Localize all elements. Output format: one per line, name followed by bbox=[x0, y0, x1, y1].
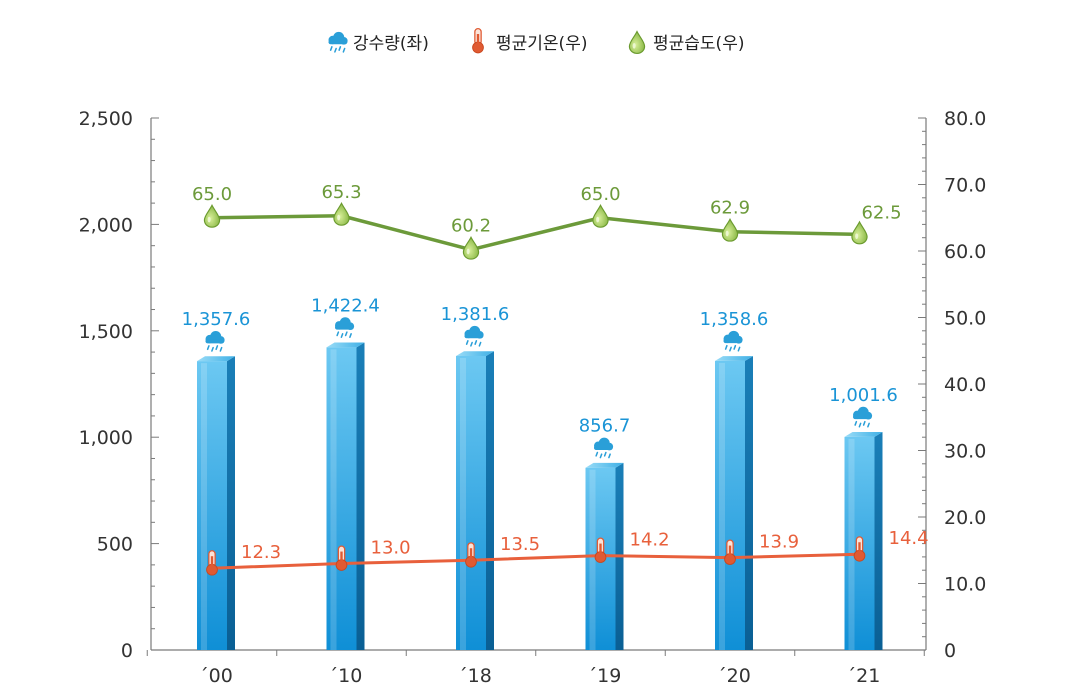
precip-data-label: 1,357.6 bbox=[182, 309, 251, 330]
precip-bar bbox=[844, 432, 883, 650]
humidity-point-drop-icon bbox=[203, 204, 221, 228]
legend-label: 강수량(좌) bbox=[353, 34, 429, 54]
precip-rain-cloud-icon bbox=[723, 330, 743, 352]
temperature-point-thermometer-icon bbox=[724, 539, 736, 565]
precip-rain-cloud-icon bbox=[594, 437, 614, 459]
temperature-point-thermometer-icon bbox=[206, 550, 218, 576]
humidity-point-drop-icon bbox=[592, 204, 609, 228]
data-labels: 1,357.6 1,422.4 1,381.6 856.7 1,358.6 1,001.6… bbox=[182, 182, 929, 563]
temperature-data-label: 12.3 bbox=[241, 542, 281, 563]
water-drop-icon bbox=[628, 30, 646, 54]
right-axis-tick-label: 0 bbox=[944, 640, 956, 662]
x-axis-tick-label: ´18 bbox=[458, 665, 492, 687]
right-axis-tick-label: 50.0 bbox=[944, 308, 986, 330]
left-axis-tick-label: 0 bbox=[121, 640, 133, 662]
legend: 강수량(좌) 평균기온(우) 평균습도(우) bbox=[328, 27, 744, 54]
legend-label: 평균기온(우) bbox=[496, 34, 587, 54]
humidity-point-drop-icon bbox=[851, 220, 868, 245]
humidity-data-label: 65.3 bbox=[321, 182, 361, 203]
temperature-line bbox=[211, 552, 860, 570]
precip-data-label: 1,381.6 bbox=[441, 304, 510, 325]
temperature-data-label: 13.5 bbox=[500, 534, 540, 555]
legend-item-precipitation: 강수량(좌) bbox=[328, 31, 429, 54]
right-axis-tick-label: 20.0 bbox=[944, 507, 986, 529]
precip-bar bbox=[197, 356, 235, 650]
left-axis-tick-label: 2,000 bbox=[79, 214, 133, 236]
temperature-point-thermometer-icon bbox=[594, 537, 607, 563]
temperature-point-thermometer-icon bbox=[465, 542, 477, 568]
precip-data-label: 1,422.4 bbox=[311, 295, 380, 316]
x-axis-tick-label: ´10 bbox=[329, 665, 363, 687]
precip-rain-cloud-icon bbox=[335, 317, 355, 338]
axes: 0 500 1,000 1,500 2,000 2,500 0 10.0 20.0 30.0 40.… bbox=[79, 108, 987, 687]
temperature-data-label: 13.0 bbox=[371, 538, 411, 559]
humidity-data-label: 62.9 bbox=[710, 198, 750, 219]
precip-bar bbox=[456, 351, 494, 650]
temperature-point-thermometer-icon bbox=[335, 545, 348, 571]
x-axis-tick-label: ´20 bbox=[717, 665, 751, 687]
humidity-line bbox=[211, 214, 860, 252]
bars bbox=[197, 342, 883, 650]
humidity-point-drop-icon bbox=[333, 202, 350, 226]
precip-rain-cloud-icon bbox=[853, 406, 873, 428]
humidity-point-drop-icon bbox=[721, 217, 739, 242]
legend-item-avg-humidity: 평균습도(우) bbox=[628, 30, 744, 54]
legend-item-avg-temp: 평균기온(우) bbox=[472, 27, 587, 54]
lines bbox=[203, 202, 868, 576]
precip-rain-cloud-icon bbox=[464, 325, 484, 347]
thermometer-icon bbox=[472, 27, 484, 54]
precip-data-label: 856.7 bbox=[579, 416, 631, 437]
x-axis-tick-label: ´19 bbox=[588, 665, 622, 687]
rain-cloud-icon bbox=[328, 31, 348, 53]
x-axis-tick-label: ´21 bbox=[847, 665, 881, 687]
right-axis-tick-label: 70.0 bbox=[944, 175, 986, 197]
x-axis-tick-label: ´00 bbox=[199, 665, 233, 687]
right-axis-tick-label: 60.0 bbox=[944, 241, 986, 263]
left-axis-tick-label: 1,000 bbox=[79, 427, 133, 449]
right-axis-tick-label: 30.0 bbox=[944, 441, 986, 463]
right-axis-tick-label: 80.0 bbox=[944, 108, 986, 130]
humidity-data-label: 62.5 bbox=[861, 202, 901, 223]
temperature-data-label: 13.9 bbox=[759, 532, 799, 553]
precip-bar bbox=[715, 356, 753, 650]
humidity-data-label: 65.0 bbox=[580, 184, 620, 205]
humidity-data-label: 65.0 bbox=[192, 184, 232, 205]
precip-data-label: 1,358.6 bbox=[700, 309, 769, 330]
humidity-point-drop-icon bbox=[462, 235, 480, 260]
temperature-data-label: 14.4 bbox=[889, 528, 929, 549]
precip-bar bbox=[326, 342, 365, 650]
left-axis-tick-label: 2,500 bbox=[79, 108, 133, 130]
temperature-point-thermometer-icon bbox=[853, 536, 866, 562]
left-axis-tick-label: 500 bbox=[97, 534, 133, 556]
left-axis-tick-label: 1,500 bbox=[79, 321, 133, 343]
right-axis-tick-label: 10.0 bbox=[944, 574, 986, 596]
humidity-data-label: 60.2 bbox=[451, 216, 491, 237]
legend-label: 평균습도(우) bbox=[653, 34, 744, 54]
precip-data-label: 1,001.6 bbox=[829, 385, 898, 406]
precip-rain-cloud-icon bbox=[205, 331, 225, 352]
right-axis-tick-label: 40.0 bbox=[944, 374, 986, 396]
temperature-data-label: 14.2 bbox=[630, 530, 670, 551]
